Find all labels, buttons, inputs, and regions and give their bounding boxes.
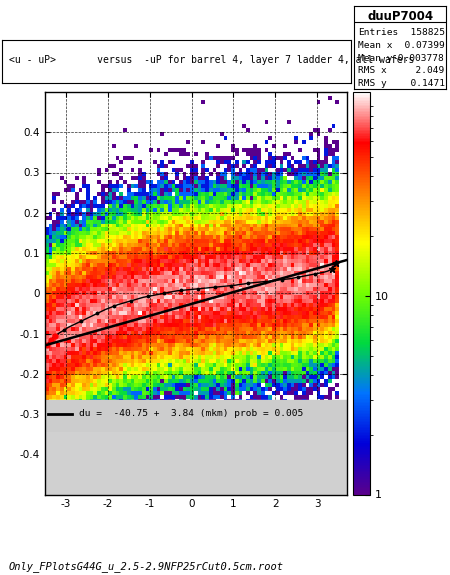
Text: Only_FPlotsG44G_u_2.5-2.9NFP25rCut0.5cm.root: Only_FPlotsG44G_u_2.5-2.9NFP25rCut0.5cm.… xyxy=(9,561,284,572)
Text: duuP7004: duuP7004 xyxy=(367,10,433,23)
Bar xyxy=(45,400,346,432)
Bar xyxy=(45,400,346,507)
Text: RMS y: RMS y xyxy=(358,79,387,88)
Text: -0.003778: -0.003778 xyxy=(393,54,445,63)
Text: Mean x: Mean x xyxy=(358,41,392,50)
Text: 0.1471: 0.1471 xyxy=(399,79,445,88)
Text: RMS x: RMS x xyxy=(358,66,387,75)
Bar xyxy=(45,400,346,494)
Text: 158825: 158825 xyxy=(399,28,445,37)
Text: Entries: Entries xyxy=(358,28,398,37)
Text: 0: 0 xyxy=(358,78,365,88)
Text: <u - uP>       versus  -uP for barrel 4, layer 7 ladder 4, all wafers: <u - uP> versus -uP for barrel 4, layer … xyxy=(9,55,414,66)
Text: 0.07399: 0.07399 xyxy=(393,41,445,50)
Text: 2.049: 2.049 xyxy=(404,66,445,75)
Text: du =  -40.75 +  3.84 (mkm) prob = 0.005: du = -40.75 + 3.84 (mkm) prob = 0.005 xyxy=(78,409,303,419)
Text: Mean y: Mean y xyxy=(358,54,392,63)
